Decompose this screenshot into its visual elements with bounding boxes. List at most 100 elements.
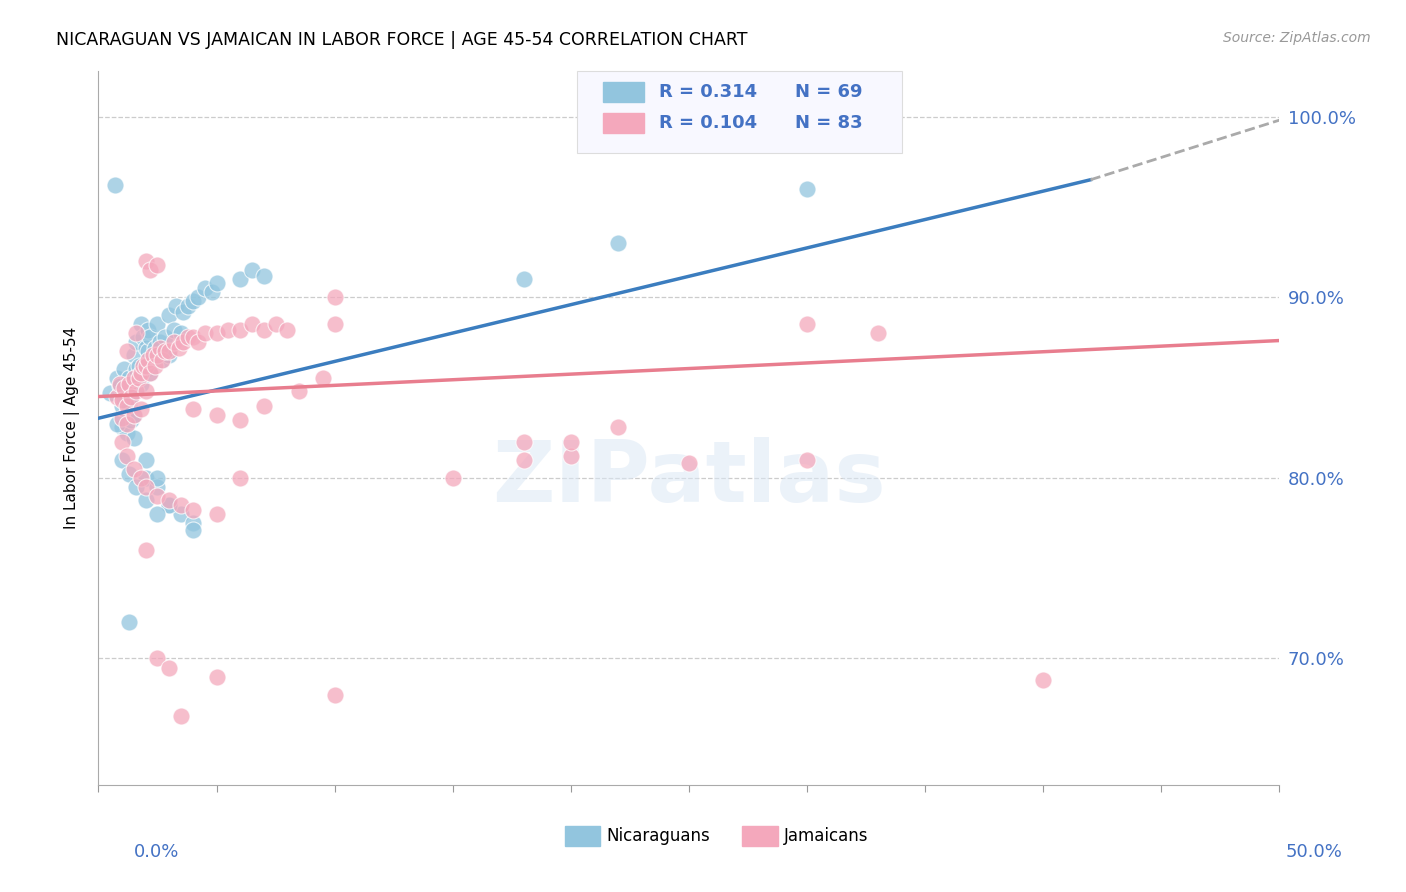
Point	[104, 178, 127, 193]
Bar	[603, 113, 644, 134]
Point	[111, 411, 134, 425]
Point	[866, 326, 889, 341]
Point	[205, 276, 228, 290]
Point	[181, 503, 204, 517]
Point	[121, 390, 143, 404]
Point	[796, 182, 818, 196]
Point	[194, 281, 217, 295]
Point	[136, 353, 159, 368]
Point	[512, 452, 534, 467]
Point	[129, 471, 152, 485]
Point	[240, 263, 263, 277]
Point	[111, 452, 134, 467]
Point	[135, 254, 157, 268]
Text: 50.0%: 50.0%	[1286, 843, 1343, 861]
Point	[157, 308, 180, 322]
Point	[122, 348, 145, 362]
Point	[146, 258, 169, 272]
Point	[118, 399, 141, 413]
Point	[111, 393, 134, 408]
Bar	[742, 826, 778, 846]
Point	[187, 335, 209, 350]
Point	[121, 390, 143, 404]
Point	[167, 341, 190, 355]
Point	[153, 344, 176, 359]
Point	[157, 498, 180, 512]
Point	[125, 362, 148, 376]
Point	[111, 420, 134, 434]
Point	[136, 323, 159, 337]
Text: Jamaicans: Jamaicans	[783, 827, 868, 845]
Point	[98, 386, 121, 401]
Point	[157, 344, 180, 359]
Point	[135, 471, 157, 485]
Point	[118, 467, 141, 482]
Point	[229, 272, 252, 286]
Point	[122, 408, 145, 422]
Point	[128, 371, 150, 385]
Point	[132, 359, 155, 373]
Point	[181, 402, 204, 417]
Point	[121, 413, 143, 427]
Text: R = 0.314: R = 0.314	[659, 83, 758, 101]
Point	[560, 434, 582, 449]
Point	[146, 471, 169, 485]
Point	[163, 335, 186, 350]
Point	[143, 359, 166, 373]
Point	[560, 449, 582, 463]
Point	[323, 688, 346, 702]
Point	[125, 326, 148, 341]
Point	[253, 323, 276, 337]
Point	[105, 417, 128, 431]
Point	[135, 480, 157, 494]
Point	[108, 378, 131, 392]
Point	[135, 492, 157, 507]
Text: Source: ZipAtlas.com: Source: ZipAtlas.com	[1223, 31, 1371, 45]
Point	[122, 408, 145, 422]
Bar	[603, 82, 644, 102]
Point	[253, 268, 276, 283]
Point	[217, 323, 239, 337]
Point	[129, 376, 152, 391]
Bar	[565, 826, 600, 846]
Point	[177, 299, 200, 313]
Point	[172, 335, 194, 350]
Y-axis label: In Labor Force | Age 45-54: In Labor Force | Age 45-54	[63, 327, 80, 529]
Point	[323, 318, 346, 332]
Point	[181, 516, 204, 530]
Point	[441, 471, 464, 485]
Point	[146, 348, 169, 362]
Point	[135, 452, 157, 467]
Point	[122, 462, 145, 476]
Point	[135, 362, 157, 376]
Point	[264, 318, 287, 332]
Point	[146, 651, 169, 665]
Point	[150, 353, 173, 368]
Point	[132, 330, 155, 344]
Point	[122, 431, 145, 445]
Point	[146, 480, 169, 494]
Point	[150, 353, 173, 368]
Point	[181, 293, 204, 308]
Text: ZIPatlas: ZIPatlas	[492, 436, 886, 520]
Point	[112, 380, 135, 394]
Point	[111, 399, 134, 413]
Point	[607, 235, 630, 250]
Point	[118, 615, 141, 630]
Point	[229, 413, 252, 427]
Point	[205, 408, 228, 422]
Point	[512, 434, 534, 449]
Point	[125, 384, 148, 398]
Point	[157, 660, 180, 674]
Point	[142, 353, 165, 368]
Point	[115, 449, 138, 463]
Point	[129, 402, 152, 417]
FancyBboxPatch shape	[576, 71, 901, 153]
Point	[157, 492, 180, 507]
Point	[170, 498, 193, 512]
Point	[149, 341, 172, 355]
Point	[157, 498, 180, 512]
Point	[108, 376, 131, 391]
Point	[177, 330, 200, 344]
Point	[105, 390, 128, 404]
